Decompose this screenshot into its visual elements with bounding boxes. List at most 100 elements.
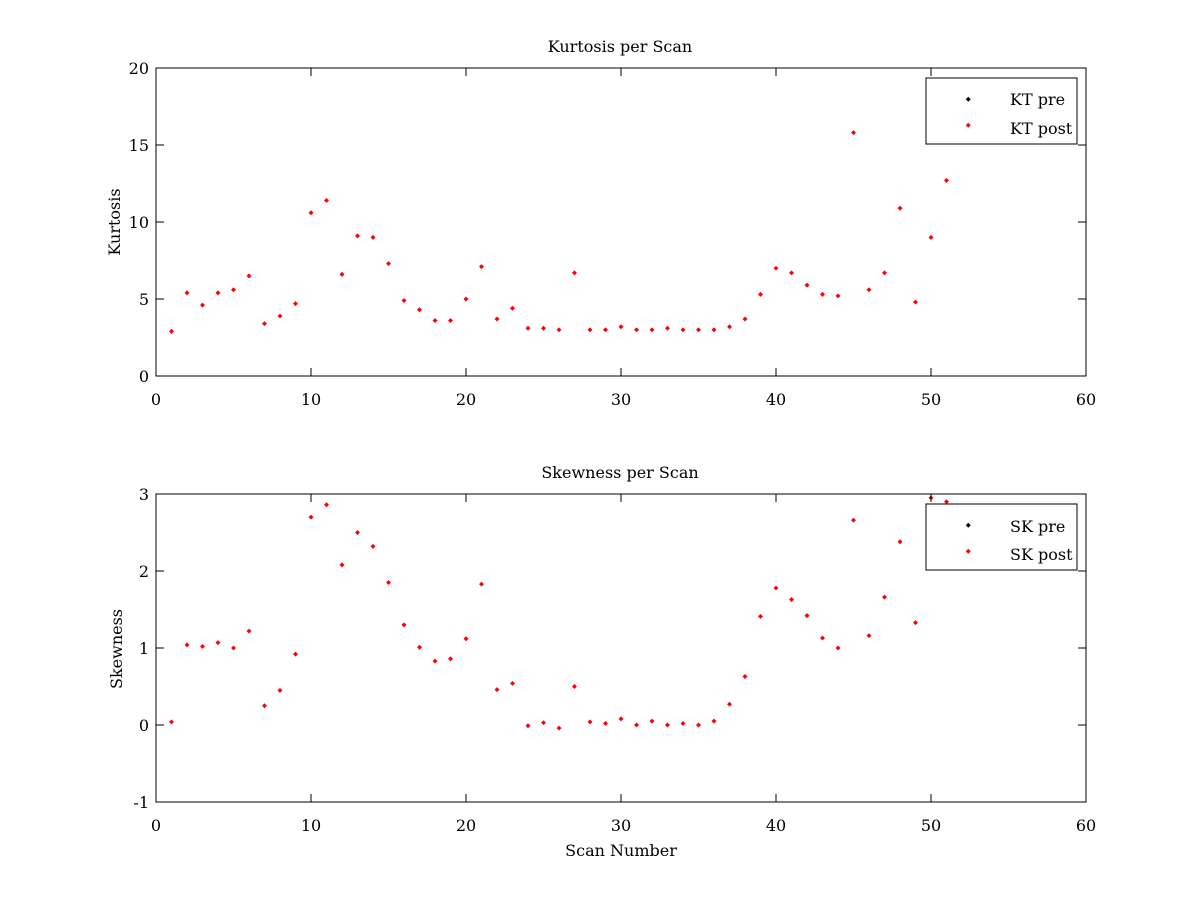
skewness-x-tick-label: 20 [456,816,476,835]
skewness-x-axis-label: Scan Number [565,841,677,860]
kurtosis-point-series-1 [618,324,624,330]
kurtosis-point-series-1 [742,316,748,322]
kurtosis-point-series-1 [463,296,469,302]
kurtosis-chart-title: Kurtosis per Scan [548,37,692,56]
kurtosis-y-tick-label: 5 [139,290,149,309]
kurtosis-point-series-1 [913,299,918,305]
skewness-y-tick-label: 0 [139,716,149,735]
skewness-point-series-1 [463,636,469,642]
skewness-point-series-1 [386,580,391,586]
kurtosis-point-series-1 [432,318,438,324]
kurtosis-legend: KT pre KT post [925,77,1078,145]
skewness-y-tick-label: 3 [139,485,149,504]
skewness-point-series-1 [773,585,779,591]
skewness-point-series-1 [277,687,283,693]
kurtosis-point-series-1 [169,328,174,334]
kurtosis-point-series-1 [820,291,825,297]
skewness-point-series-1 [432,658,438,664]
kurtosis-point-series-1 [944,177,949,183]
kurtosis-point-series-1 [866,287,872,293]
kurtosis-point-series-1 [649,327,655,333]
kurtosis-point-series-1 [215,290,221,296]
skewness-subplot: Skewness per Scan Skewness Scan Number 0… [107,463,1096,860]
kurtosis-point-series-1 [696,327,701,333]
kurtosis-point-series-1 [541,325,546,331]
kurtosis-x-tick-label: 20 [456,390,476,409]
skewness-legend-marker-pre [965,522,971,528]
skewness-point-series-1 [308,514,314,520]
kurtosis-point-series-1 [758,291,763,297]
skewness-point-series-1 [804,613,810,619]
skewness-y-tick-label: 2 [139,562,149,581]
skewness-point-series-1 [851,517,856,523]
skewness-point-series-1 [789,597,794,602]
skewness-plot-marks [169,495,949,731]
kurtosis-legend-label-pre: KT pre [1010,90,1065,109]
skewness-x-tick-label: 40 [766,816,786,835]
kurtosis-point-series-1 [479,264,484,270]
kurtosis-x-tick-label: 40 [766,390,786,409]
skewness-point-series-1 [246,628,252,634]
kurtosis-point-series-1 [308,210,314,216]
skewness-point-series-1 [200,643,205,649]
kurtosis-point-series-1 [773,265,779,271]
skewness-point-series-1 [401,622,407,628]
kurtosis-x-tick-label: 30 [611,390,631,409]
skewness-point-series-1 [556,725,562,731]
kurtosis-y-tick-label: 0 [139,367,149,386]
skewness-point-series-1 [618,716,624,722]
skewness-point-series-1 [572,684,577,689]
skewness-point-series-1 [944,499,949,505]
kurtosis-y-axis-label: Kurtosis [105,188,124,255]
skewness-point-series-1 [169,719,174,725]
skewness-legend-box [925,503,1078,571]
kurtosis-point-series-1 [572,270,577,276]
kurtosis-point-series-1 [231,287,236,293]
kurtosis-legend-box [925,77,1078,145]
kurtosis-point-series-1 [510,305,515,311]
skewness-point-series-1 [215,640,221,646]
skewness-point-series-1 [184,642,190,648]
kurtosis-point-series-1 [448,318,453,324]
skewness-chart-title: Skewness per Scan [541,463,698,482]
kurtosis-x-tick-label: 60 [1076,390,1096,409]
skewness-point-series-1 [541,720,546,726]
skewness-x-tick-label: 60 [1076,816,1096,835]
skewness-point-series-1 [262,703,267,709]
kurtosis-point-series-1 [417,307,422,313]
kurtosis-point-series-1 [804,282,810,288]
skewness-point-series-1 [417,644,422,650]
skewness-point-series-1 [711,718,717,724]
kurtosis-point-series-1 [525,325,531,331]
kurtosis-point-series-1 [882,270,887,276]
skewness-point-series-1 [587,719,593,725]
kurtosis-point-series-1 [262,321,267,327]
skewness-x-tick-label: 50 [921,816,941,835]
kurtosis-point-series-1 [789,270,794,276]
skewness-point-series-1 [448,656,453,662]
kurtosis-axis-ticks: 0 10 20 30 40 50 60 0 5 10 15 20 [129,59,1097,409]
kurtosis-point-series-1 [851,130,856,136]
kurtosis-point-series-1 [556,327,562,333]
kurtosis-point-series-1 [603,327,608,333]
skewness-point-series-1 [820,635,825,641]
kurtosis-y-tick-label: 20 [129,59,149,78]
skewness-point-series-1 [680,720,686,726]
kurtosis-point-series-1 [355,233,360,239]
kurtosis-point-series-1 [680,327,686,333]
skewness-legend-marker-post [965,548,971,554]
kurtosis-point-series-1 [401,298,407,304]
skewness-point-series-1 [355,530,360,535]
kurtosis-point-series-1 [835,293,841,299]
skewness-point-series-1 [479,581,484,587]
kurtosis-point-series-1 [494,316,500,322]
kurtosis-x-tick-label: 10 [301,390,321,409]
skewness-point-series-1 [866,633,872,639]
skewness-legend: SK pre SK post [925,503,1078,571]
skewness-y-tick-label: 1 [139,639,149,658]
kurtosis-plot-marks [169,130,949,334]
kurtosis-legend-marker-post [965,122,971,128]
skewness-point-series-1 [913,620,918,626]
kurtosis-x-tick-label: 50 [921,390,941,409]
